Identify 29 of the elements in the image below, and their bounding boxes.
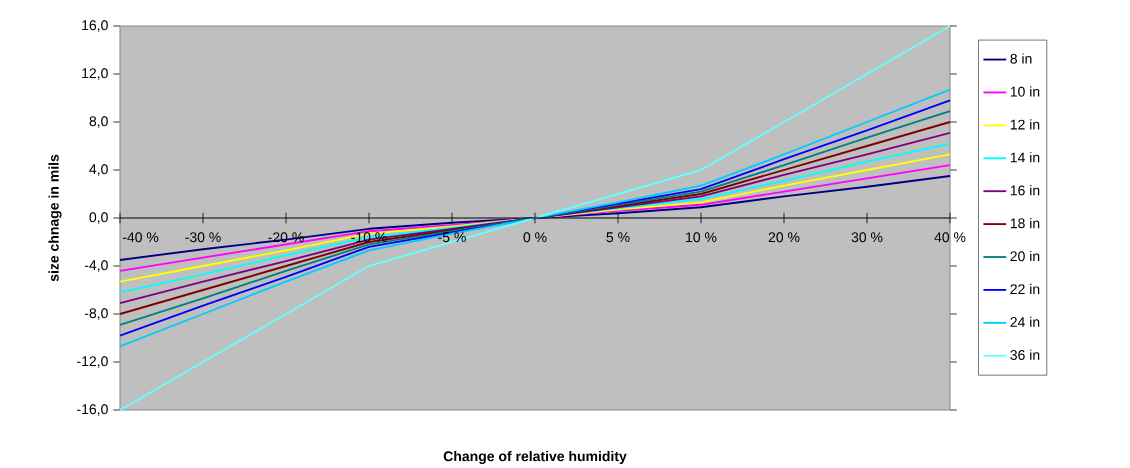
y-tick-label: 0,0 (89, 212, 108, 224)
legend-label: 24 in (1010, 316, 1040, 327)
legend-label: 20 in (1010, 250, 1040, 262)
legend-label: 14 in (1010, 152, 1040, 163)
y-tick-label: 8,0 (89, 116, 108, 128)
legend-label: 12 in (1010, 119, 1040, 130)
y-tick-label: -16,0 (77, 404, 108, 416)
y-tick-label: -8,0 (84, 308, 108, 320)
legend-label: 10 in (1010, 86, 1040, 97)
x-tick-label: 40 % (934, 232, 966, 243)
x-tick-label: 0 % (523, 232, 547, 243)
legend-label: 18 in (1010, 217, 1040, 229)
y-tick-label: 4,0 (89, 164, 108, 176)
legend-label: 36 in (1010, 349, 1040, 360)
x-tick-label: 30 % (851, 232, 883, 243)
legend-label: 8 in (1010, 53, 1032, 64)
x-tick-label: -30 % (185, 232, 221, 243)
legend-label: 22 in (1010, 283, 1040, 294)
y-tick-label: 16,0 (82, 20, 108, 32)
y-axis-title: size chnage in mils (48, 154, 62, 282)
y-tick-label: 12,0 (82, 68, 108, 80)
x-tick-label: 10 % (686, 232, 717, 243)
y-tick-label: -4,0 (84, 260, 108, 272)
x-tick-label: 20 % (768, 232, 800, 243)
x-tick-label: 5 % (606, 232, 630, 243)
x-tick-label: -40 % (122, 232, 159, 243)
legend-label: 16 in (1010, 185, 1040, 196)
y-tick-label: -12,0 (77, 356, 108, 368)
x-axis-title: Change of relative humidity (443, 450, 627, 465)
